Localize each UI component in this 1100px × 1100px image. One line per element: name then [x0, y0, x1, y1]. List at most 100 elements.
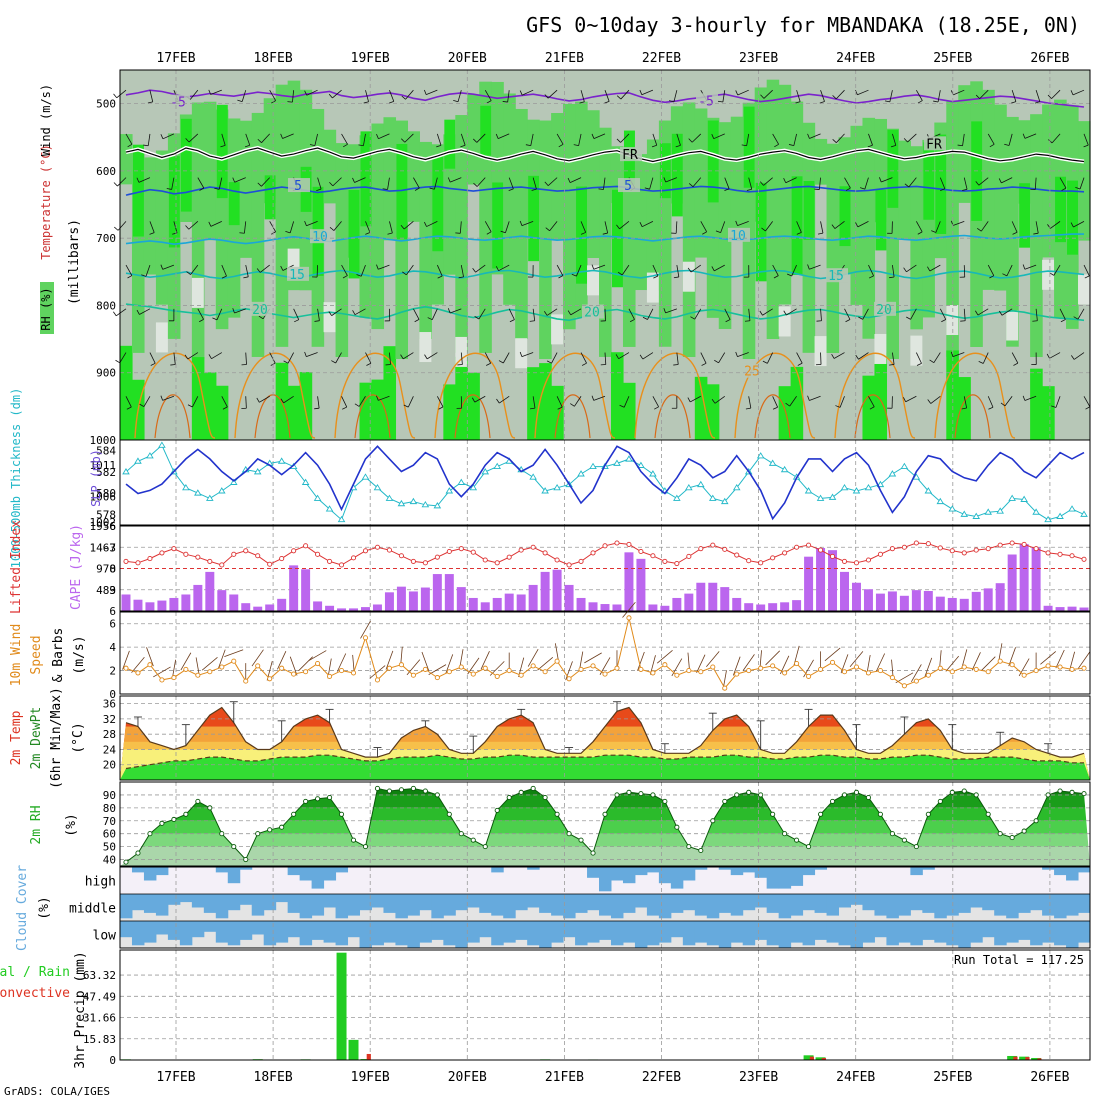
wind-barb — [188, 221, 199, 230]
wind-barb — [1083, 264, 1090, 277]
wind-barb-flag — [329, 227, 335, 231]
contour-label: 15 — [828, 269, 844, 284]
wind-barb-flag — [1011, 101, 1017, 104]
wind-barb — [426, 221, 438, 227]
wind-speed-marker — [135, 670, 141, 676]
cloud-cell-high — [730, 867, 744, 876]
cloud-cell-middle — [958, 894, 971, 913]
ylabel-wind: Wind (m/s) — [39, 84, 53, 156]
wind-barb-flag — [917, 100, 923, 104]
rh-shade — [622, 156, 636, 347]
wind-barb — [836, 133, 845, 143]
lifted-marker — [746, 558, 752, 564]
wind-barb — [619, 221, 630, 230]
cloud-cell-low — [886, 921, 899, 946]
wind-barb-flag — [616, 138, 621, 143]
cloud-cell-middle — [850, 894, 863, 905]
isotherm-warm — [954, 394, 991, 439]
cloud-cell-middle — [131, 894, 145, 911]
wind-barb — [1011, 352, 1019, 364]
wind-barb — [576, 264, 582, 277]
wind-barb — [197, 308, 204, 320]
wind-barb-flag — [529, 320, 535, 322]
wind-speed-marker — [410, 672, 416, 678]
wind-barb-flag — [304, 90, 308, 96]
wind-barb — [317, 396, 320, 409]
wind-barb — [1083, 396, 1091, 407]
cape-bar — [804, 556, 814, 611]
upper-ytick: 900 — [96, 367, 116, 380]
isotherm-warm — [254, 394, 291, 439]
cloud-cell-low — [167, 921, 181, 940]
wind-barb-10m — [308, 650, 327, 661]
rh-shade-high — [803, 180, 815, 240]
wind-barb-flag — [903, 267, 907, 273]
rh-marker — [422, 788, 428, 794]
date-tick-top-19FEB: 19FEB — [351, 51, 390, 66]
wind-barb — [1011, 90, 1017, 102]
wind-speed-marker — [925, 672, 931, 678]
wind-barb — [907, 133, 917, 143]
wind-barb — [210, 221, 222, 227]
wind-barb — [476, 177, 486, 187]
cape-bar — [217, 590, 227, 611]
wind-speed-marker — [1057, 664, 1063, 670]
wind-barb-flag — [400, 354, 404, 360]
rh-band — [120, 833, 1090, 847]
cape-bar — [372, 604, 382, 611]
wind-barb — [314, 133, 318, 146]
rh-shade-high — [264, 175, 276, 220]
date-axis-layer: 17FEB17FEB18FEB18FEB19FEB19FEB20FEB20FEB… — [156, 51, 1069, 1085]
contour-label: 20 — [584, 306, 600, 321]
lifted-marker — [734, 552, 740, 558]
wind-barb — [216, 308, 223, 320]
wind-barb-flag — [287, 101, 293, 103]
wind-barb — [505, 221, 510, 233]
rh-marker — [662, 798, 668, 804]
contour-label: 20 — [876, 303, 892, 318]
cloud-cell-middle — [1030, 894, 1043, 911]
wind-barb — [532, 177, 537, 190]
wind-speed-marker — [303, 669, 309, 675]
precip-ytick: 0 — [109, 1054, 116, 1067]
rh-shade-high — [180, 118, 192, 212]
cape-bar — [480, 602, 490, 611]
cloud-cell-low — [862, 921, 875, 943]
cloud-cell-low — [179, 921, 193, 946]
wind-barb — [234, 308, 246, 314]
cloud-cell-middle — [395, 894, 408, 919]
wind-barb-flag — [525, 144, 531, 147]
wind-barb-flag — [1073, 316, 1079, 320]
wind-barb — [363, 133, 366, 146]
lifted-marker — [410, 558, 416, 564]
rh-marker — [458, 831, 464, 837]
rh-shade — [587, 110, 600, 258]
wind-barb — [987, 133, 995, 145]
cape-bar — [1079, 607, 1089, 611]
cape-bar — [133, 599, 143, 611]
cloud-cell-middle — [790, 894, 804, 916]
wind-barb — [785, 177, 797, 184]
wind-barb — [476, 133, 486, 143]
wind-barb-flag — [917, 231, 923, 235]
wind-barb-flag — [950, 351, 954, 357]
contour-label-bg — [287, 266, 309, 281]
wind-barb — [748, 308, 751, 321]
rh-marker — [889, 831, 895, 837]
wind-barb-flag — [654, 406, 659, 410]
thickness-marker — [158, 441, 166, 448]
wind-barb-flag — [343, 143, 348, 148]
cloud-cell-low — [239, 921, 253, 940]
wind-speed-marker — [674, 672, 680, 678]
cape-bar — [959, 598, 969, 611]
lifted-marker — [542, 550, 548, 556]
wind-barb-10m — [622, 601, 636, 618]
wind-barb — [125, 264, 133, 276]
wind-barb-flag — [906, 316, 911, 320]
wind-barb — [125, 133, 133, 145]
rh-ytick: 40 — [103, 854, 116, 867]
wind-barb-flag — [1047, 94, 1052, 99]
cape-bar — [384, 592, 394, 611]
wind-barb — [737, 352, 749, 358]
rh-marker — [710, 818, 716, 824]
